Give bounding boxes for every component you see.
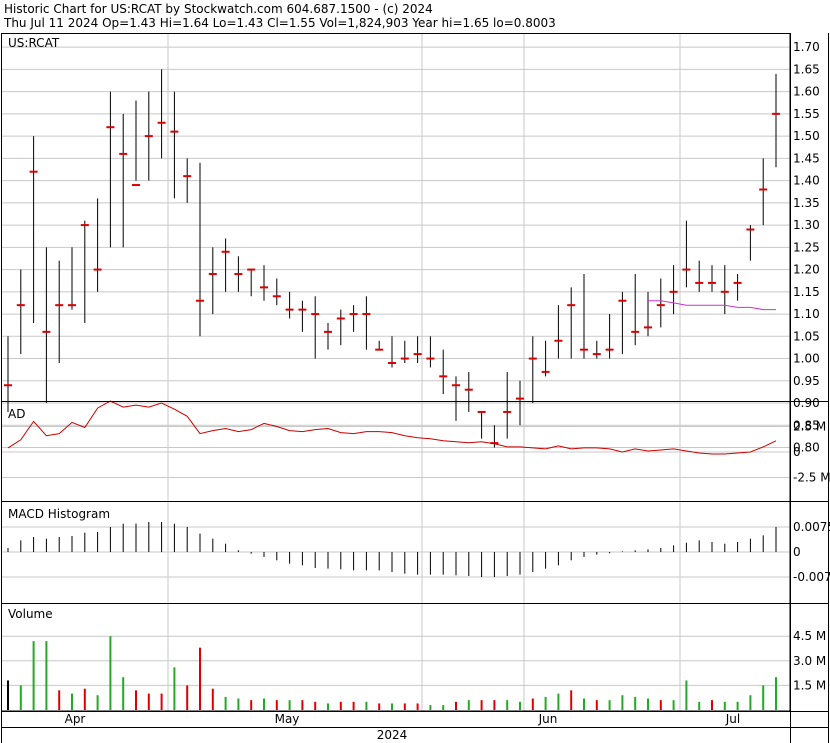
price-tick-label: 1.30 <box>793 218 820 232</box>
chart-header-line1: Historic Chart for US:RCAT by Stockwatch… <box>4 2 433 16</box>
price-tick-label: 1.45 <box>793 151 820 165</box>
ad-tick-label: 2.5 M <box>793 420 826 434</box>
chart-header-line2: Thu Jul 11 2024 Op=1.43 Hi=1.64 Lo=1.43 … <box>3 16 556 30</box>
price-tick-label: 1.50 <box>793 129 820 143</box>
price-tick-label: 1.20 <box>793 263 820 277</box>
price-tick-label: 1.60 <box>793 85 820 99</box>
price-tick-label: 1.40 <box>793 174 820 188</box>
volume-panel-title: Volume <box>8 607 53 621</box>
volume-tick-label: 3.0 M <box>793 654 826 668</box>
price-tick-label: 1.65 <box>793 62 820 76</box>
price-tick-label: 0.95 <box>793 374 820 388</box>
price-tick-label: 1.15 <box>793 285 820 299</box>
price-tick-label: 1.35 <box>793 196 820 210</box>
ad-panel-title: AD <box>8 407 25 421</box>
price-tick-label: 1.00 <box>793 352 820 366</box>
x-tick-label: May <box>275 712 300 726</box>
x-tick-label: Jul <box>725 712 740 726</box>
price-panel-title: US:RCAT <box>8 36 60 50</box>
macd-panel-title: MACD Histogram <box>8 507 110 521</box>
price-tick-label: 1.70 <box>793 40 820 54</box>
price-tick-label: 0.85 <box>793 418 820 432</box>
price-tick-label: 1.05 <box>793 329 820 343</box>
price-tick-label: 1.25 <box>793 240 820 254</box>
price-tick-label: 1.55 <box>793 107 820 121</box>
volume-tick-label: 1.5 M <box>793 678 826 692</box>
ad-tick-label: -2.5 M <box>793 471 830 485</box>
macd-tick-label: 0 <box>793 545 801 559</box>
plot-frame <box>1 33 791 712</box>
price-tick-label: 1.10 <box>793 307 820 321</box>
macd-tick-label: 0.0075 <box>793 520 830 534</box>
x-tick-label: Jun <box>538 712 558 726</box>
price-tick-label: 0.90 <box>793 396 820 410</box>
volume-tick-label: 4.5 M <box>793 629 826 643</box>
price-tick-label: 0.80 <box>793 441 820 455</box>
x-tick-label: Apr <box>65 712 86 726</box>
ad-tick-label: 0 <box>793 445 801 459</box>
x-axis-year-label: 2024 <box>377 728 408 742</box>
macd-tick-label: -0.0075 <box>793 570 830 584</box>
moving-average-line <box>648 300 776 311</box>
ad-line <box>7 400 777 455</box>
